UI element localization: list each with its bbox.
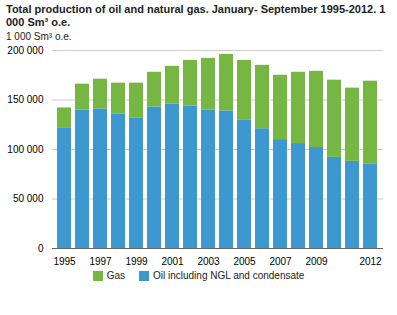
svg-text:0: 0 [38, 243, 44, 254]
svg-text:100 000: 100 000 [7, 144, 44, 155]
html-text:Gas: Gas [106, 270, 125, 281]
svg-text:1995: 1995 [53, 256, 76, 267]
svg-text:2007: 2007 [269, 256, 292, 267]
svg-text:1999: 1999 [125, 256, 148, 267]
svg-text:150 000: 150 000 [7, 94, 44, 105]
html-text:Total production of oil and na: Total production of oil and natural gas.… [6, 3, 386, 28]
html-text:Oil including NGL and condensa: Oil including NGL and condensate [153, 270, 305, 281]
svg-text:2003: 2003 [197, 256, 220, 267]
svg-text:1997: 1997 [89, 256, 112, 267]
svg-text:50 000: 50 000 [13, 193, 44, 204]
svg-text:2005: 2005 [233, 256, 256, 267]
svg-text:200 000: 200 000 [7, 45, 44, 56]
html-text:1 000 Sm³ o.e.: 1 000 Sm³ o.e. [6, 31, 72, 42]
svg-text:2012: 2012 [359, 256, 382, 267]
svg-text:2009: 2009 [305, 256, 328, 267]
svg-text:2001: 2001 [161, 256, 184, 267]
